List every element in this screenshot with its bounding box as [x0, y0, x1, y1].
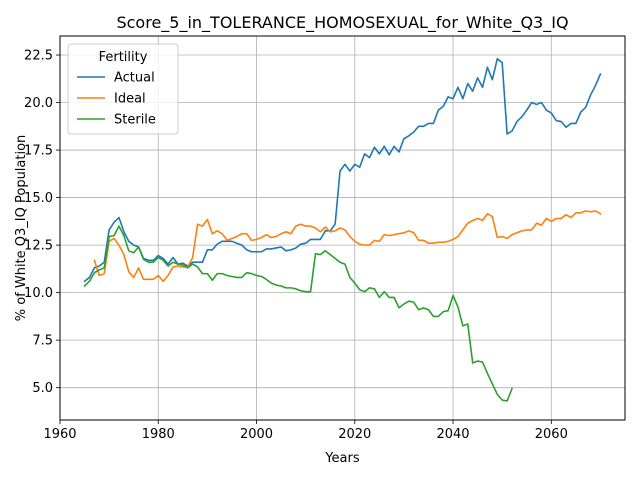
- legend-items: Actual Ideal Sterile: [77, 71, 156, 128]
- legend-label-ideal: Ideal: [114, 92, 146, 107]
- x-tick-label: 2060: [535, 427, 568, 442]
- legend-label-actual: Actual: [114, 71, 155, 86]
- y-tick-label: 17.5: [24, 144, 53, 159]
- x-axis-title: Years: [324, 451, 360, 466]
- y-tick-label: 12.5: [24, 239, 53, 254]
- axis-ticks: 1960 1980 2000 2020 2040 2060 5.0 7.5 10.0 12.5 15…: [24, 49, 568, 442]
- legend-box: [67, 43, 179, 135]
- legend: Fertility Actual Ideal Sterile: [67, 43, 179, 135]
- y-axis-title: % of White Q3_IQ Population: [14, 135, 29, 322]
- x-tick-label: 2000: [240, 427, 273, 442]
- y-tick-label: 15.0: [24, 191, 53, 206]
- series-line-ideal: [93, 210, 602, 283]
- x-tick-label: 1980: [142, 427, 175, 442]
- x-tick-label: 2020: [338, 427, 371, 442]
- x-tick-label: 2040: [436, 427, 469, 442]
- chart-title: Score_5_in_TOLERANCE_HOMOSEXUAL_for_Whit…: [116, 13, 568, 33]
- legend-label-sterile: Sterile: [114, 113, 156, 128]
- series-lines: [83, 58, 602, 402]
- y-tick-label: 22.5: [24, 49, 53, 64]
- plot-area-frame: [59, 35, 626, 421]
- series-line-sterile: [83, 225, 514, 402]
- x-tick-label: 1960: [43, 427, 76, 442]
- y-tick-label: 7.5: [32, 334, 53, 349]
- legend-title: Fertility: [99, 50, 148, 65]
- y-tick-label: 5.0: [32, 381, 53, 396]
- series-line-actual: [83, 58, 602, 283]
- y-tick-label: 20.0: [24, 96, 53, 111]
- y-tick-label: 10.0: [24, 286, 53, 301]
